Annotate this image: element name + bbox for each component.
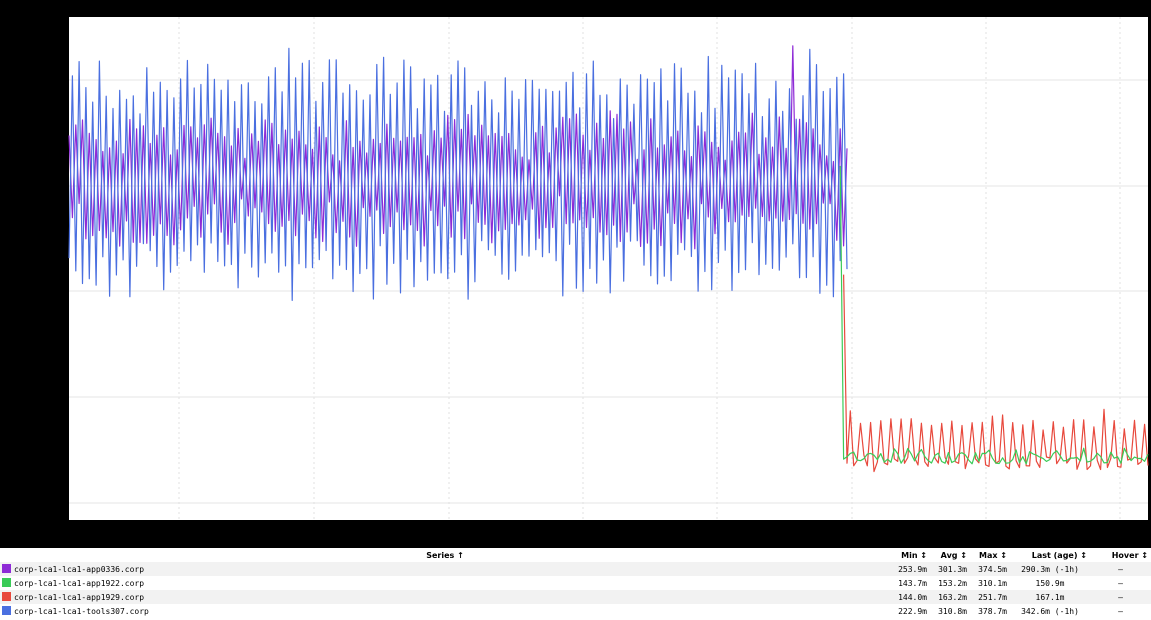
series-color-swatch — [2, 578, 11, 587]
min-value: 222.9m — [898, 606, 927, 616]
legend-row[interactable]: corp-lca1-lca1-app1922.corp 143.7m 153.2… — [0, 576, 1151, 590]
sort-min-header[interactable]: Min ↕ — [901, 550, 927, 560]
avg-value: 310.8m — [938, 606, 967, 616]
series-color-swatch — [2, 564, 11, 573]
series-name: corp-lca1-lca1-app0336.corp — [14, 565, 145, 574]
avg-value: 301.3m — [930, 562, 970, 576]
max-value: 310.1m — [978, 578, 1007, 588]
sort-series-header[interactable]: Series ↑ — [426, 550, 464, 560]
legend-series-cell[interactable]: corp-lca1-lca1-tools307.corp — [0, 604, 890, 618]
hover-value: – — [1118, 606, 1123, 616]
min-value: 144.0m — [890, 590, 930, 604]
last-value: 290.3m (-1h) — [1010, 562, 1090, 576]
legend-row[interactable]: corp-lca1-lca1-tools307.corp 222.9m 310.… — [0, 604, 1151, 618]
line-chart[interactable] — [0, 0, 1151, 548]
min-value: 253.9m — [890, 562, 930, 576]
legend-series-cell[interactable]: corp-lca1-lca1-app1929.corp — [0, 590, 890, 604]
series-name: corp-lca1-lca1-tools307.corp — [14, 607, 149, 616]
series-name: corp-lca1-lca1-app1922.corp — [14, 579, 145, 588]
sort-hover-header[interactable]: Hover ↕ — [1111, 550, 1148, 560]
legend-table: Series ↑ Min ↕ Avg ↕ Max ↕ Last (age) ↕ … — [0, 548, 1151, 620]
sort-last-header[interactable]: Last (age) ↕ — [1031, 550, 1087, 560]
avg-value: 163.2m — [930, 590, 970, 604]
avg-value: 153.2m — [938, 578, 967, 588]
last-value: 167.1m — [1010, 590, 1090, 604]
chart-area[interactable] — [0, 0, 1151, 548]
max-value: 374.5m — [970, 562, 1010, 576]
min-value: 143.7m — [898, 578, 927, 588]
legend-series-cell[interactable]: corp-lca1-lca1-app0336.corp — [0, 562, 890, 576]
legend-header-row: Series ↑ Min ↕ Avg ↕ Max ↕ Last (age) ↕ … — [0, 548, 1151, 562]
series-line-corp-lca1-lca1-tools307-corp[interactable] — [68, 47, 848, 301]
series-name: corp-lca1-lca1-app1929.corp — [14, 593, 145, 602]
last-value: 342.6m (-1h) — [1021, 606, 1079, 616]
hover-value: – — [1090, 562, 1151, 576]
legend-row[interactable]: corp-lca1-lca1-app0336.corp 253.9m 301.3… — [0, 562, 1151, 576]
last-value: 150.9m — [1035, 578, 1065, 588]
hover-value: – — [1090, 590, 1151, 604]
sort-avg-header[interactable]: Avg ↕ — [940, 550, 967, 560]
series-color-swatch — [2, 606, 11, 615]
hover-value: – — [1118, 578, 1123, 588]
series-color-swatch — [2, 592, 11, 601]
max-value: 378.7m — [978, 606, 1007, 616]
legend-series-cell[interactable]: corp-lca1-lca1-app1922.corp — [0, 576, 890, 590]
sort-max-header[interactable]: Max ↕ — [978, 550, 1007, 560]
legend-row[interactable]: corp-lca1-lca1-app1929.corp 144.0m 163.2… — [0, 590, 1151, 604]
series-line-corp-lca1-lca1-app1922-corp[interactable] — [839, 165, 1149, 465]
max-value: 251.7m — [970, 590, 1010, 604]
